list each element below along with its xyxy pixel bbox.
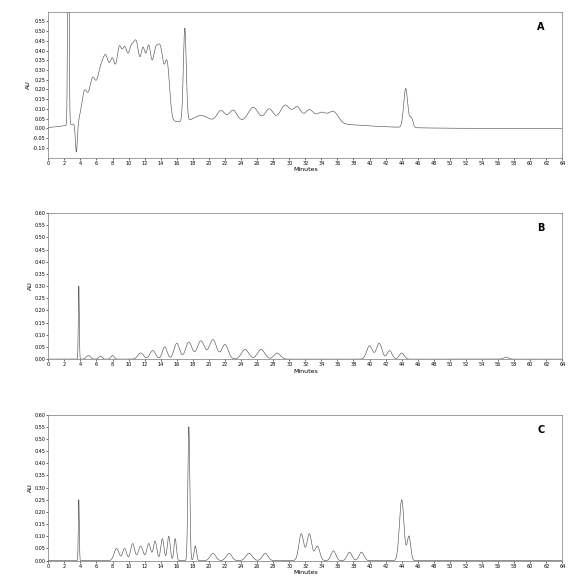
Y-axis label: AU: AU — [26, 80, 31, 89]
Y-axis label: AU: AU — [28, 281, 33, 291]
X-axis label: Minutes: Minutes — [293, 167, 318, 172]
Y-axis label: AU: AU — [28, 483, 33, 492]
Text: C: C — [537, 425, 544, 435]
X-axis label: Minutes: Minutes — [293, 570, 318, 575]
Text: B: B — [537, 223, 544, 234]
X-axis label: Minutes: Minutes — [293, 369, 318, 374]
Text: A: A — [537, 22, 544, 32]
